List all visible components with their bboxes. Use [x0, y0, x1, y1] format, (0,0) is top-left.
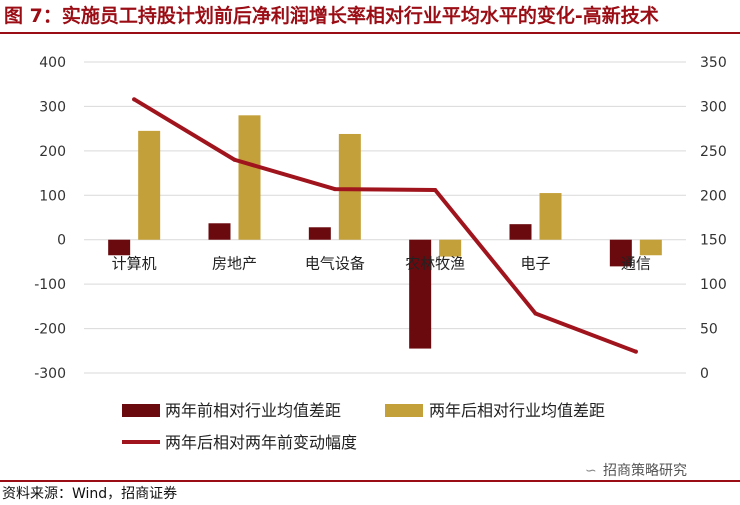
- line-point: [332, 187, 337, 192]
- category-label: 农林牧渔: [405, 255, 465, 273]
- left-tick-label: 300: [39, 99, 66, 115]
- category-label: 房地产: [212, 255, 257, 273]
- legend-label-after: 两年后相对行业均值差距: [429, 401, 605, 420]
- chart-title: 图 7：实施员工持股计划前后净利润增长率相对行业平均水平的变化-高新技术: [4, 5, 659, 27]
- bar-before: [308, 227, 331, 240]
- right-tick-label: 300: [700, 99, 727, 115]
- left-tick-label: -100: [34, 277, 66, 293]
- wechat-icon: ∽: [585, 463, 597, 479]
- category-labels: 计算机 房地产 电气设备 农林牧渔 电子 通信: [112, 255, 651, 273]
- source-note: 资料来源：Wind，招商证券: [2, 486, 178, 502]
- category-label: 电子: [520, 255, 550, 273]
- line-point: [433, 187, 438, 192]
- line-point: [132, 97, 137, 102]
- left-tick-label: 100: [39, 188, 66, 204]
- title-divider: [0, 32, 740, 34]
- line-point: [633, 349, 638, 354]
- footer-divider: [0, 480, 740, 482]
- bar-before: [409, 239, 432, 349]
- bar-before: [609, 239, 632, 267]
- change-line-path: [132, 97, 638, 354]
- watermark: ∽ 招商策略研究: [585, 462, 687, 480]
- left-tick-label: 400: [39, 55, 66, 71]
- category-label: 通信: [621, 255, 651, 273]
- bar-after: [639, 239, 662, 256]
- category-label: 计算机: [112, 255, 157, 273]
- left-axis: 400 300 200 100 0 -100 -200 -300: [34, 55, 66, 382]
- bar-after: [238, 115, 261, 240]
- legend-label-line: 两年后相对两年前变动幅度: [165, 433, 357, 452]
- bar-before: [509, 224, 532, 240]
- legend-swatch-after: [385, 404, 423, 417]
- bar-after: [439, 239, 462, 257]
- right-tick-label: 100: [700, 277, 727, 293]
- right-tick-label: 250: [700, 144, 727, 160]
- bar-after: [138, 130, 161, 240]
- legend-label-before: 两年前相对行业均值差距: [165, 401, 341, 420]
- right-tick-label: 350: [700, 55, 727, 71]
- right-tick-label: 50: [700, 322, 718, 338]
- bar-before: [108, 239, 131, 256]
- bar-before: [208, 223, 231, 240]
- left-tick-label: -300: [34, 366, 66, 382]
- right-tick-label: 200: [700, 188, 727, 204]
- chart-area: 400 300 200 100 0 -100 -200 -300 350 300 250 200 15…: [34, 55, 727, 452]
- line-point: [533, 311, 538, 316]
- line-point: [232, 157, 237, 162]
- change-line: [132, 97, 638, 354]
- left-tick-label: 200: [39, 144, 66, 160]
- watermark-text: 招商策略研究: [603, 463, 687, 479]
- right-tick-label: 150: [700, 233, 727, 249]
- left-tick-label: -200: [34, 322, 66, 338]
- bars: [108, 115, 662, 349]
- gridlines: [84, 61, 686, 374]
- right-tick-label: 0: [700, 366, 709, 382]
- legend-swatch-before: [122, 404, 160, 417]
- left-tick-label: 0: [57, 233, 66, 249]
- right-axis: 350 300 250 200 150 100 50 0: [700, 55, 727, 382]
- bar-after: [338, 133, 361, 240]
- category-label: 电气设备: [305, 255, 365, 273]
- bar-after: [539, 193, 562, 240]
